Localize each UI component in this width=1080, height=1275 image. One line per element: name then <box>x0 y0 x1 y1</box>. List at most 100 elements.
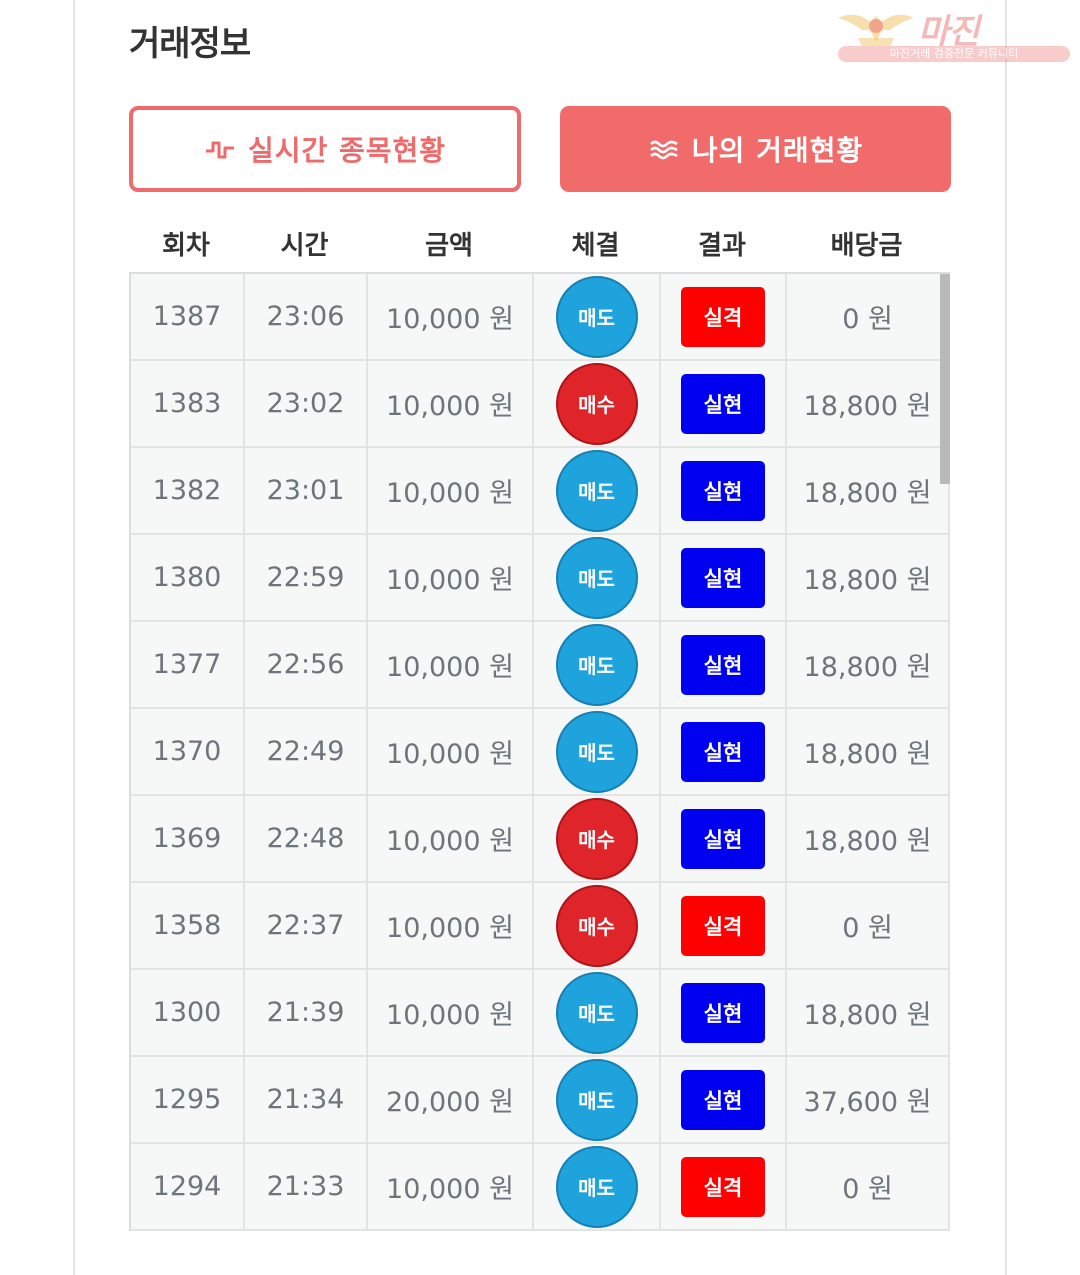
cell-time: 21:33 <box>245 1144 368 1231</box>
header-amount: 금액 <box>425 231 473 261</box>
cell-time: 21:39 <box>245 970 368 1057</box>
cell-payout: 18,800 원 <box>787 796 950 883</box>
table-header: 회차 시간 금액 체결 결과 배당금 <box>129 220 950 272</box>
pulse-icon <box>205 141 234 159</box>
table-row[interactable]: 1380 22:59 10,000 원 매도 실현 18,800 원 <box>131 535 950 622</box>
cell-round: 1294 <box>131 1144 245 1231</box>
cell-result: 실격 <box>661 1144 787 1231</box>
sell-badge: 매도 <box>555 449 638 532</box>
cell-payout: 18,800 원 <box>787 622 950 709</box>
cell-result: 실현 <box>661 709 787 796</box>
cell-round: 1295 <box>131 1057 245 1144</box>
cell-round: 1370 <box>131 709 245 796</box>
cell-round: 1380 <box>131 535 245 622</box>
table-row[interactable]: 1369 22:48 10,000 원 매수 실현 18,800 원 <box>131 796 950 883</box>
cell-result: 실현 <box>661 1057 787 1144</box>
result-failed-badge: 실격 <box>681 286 765 347</box>
cell-payout: 37,600 원 <box>787 1057 950 1144</box>
scrollbar-thumb[interactable] <box>940 274 950 484</box>
table-row[interactable]: 1382 23:01 10,000 원 매도 실현 18,800 원 <box>131 448 950 535</box>
section-title: 거래정보 <box>129 24 251 64</box>
cell-amount: 10,000 원 <box>368 1144 534 1231</box>
cell-round: 1383 <box>131 361 245 448</box>
cell-result: 실격 <box>661 274 787 361</box>
cell-time: 22:37 <box>245 883 368 970</box>
cell-result: 실현 <box>661 535 787 622</box>
cell-amount: 10,000 원 <box>368 796 534 883</box>
cell-execution: 매도 <box>534 709 661 796</box>
sell-badge: 매도 <box>555 710 638 793</box>
table-row[interactable]: 1295 21:34 20,000 원 매도 실현 37,600 원 <box>131 1057 950 1144</box>
cell-result: 실격 <box>661 883 787 970</box>
table-row[interactable]: 1370 22:49 10,000 원 매도 실현 18,800 원 <box>131 709 950 796</box>
cell-execution: 매도 <box>534 622 661 709</box>
result-realized-badge: 실현 <box>681 634 765 695</box>
frame-left-border <box>73 0 75 1275</box>
header-execution: 체결 <box>571 231 620 261</box>
table-row[interactable]: 1294 21:33 10,000 원 매도 실격 0 원 <box>131 1144 950 1231</box>
cell-execution: 매도 <box>534 448 661 535</box>
header-time: 시간 <box>280 231 329 261</box>
result-failed-badge: 실격 <box>681 895 765 956</box>
table-row[interactable]: 1377 22:56 10,000 원 매도 실현 18,800 원 <box>131 622 950 709</box>
cell-result: 실현 <box>661 361 787 448</box>
cell-payout: 18,800 원 <box>787 970 950 1057</box>
sell-badge: 매도 <box>555 275 638 358</box>
frame-right-border <box>1005 0 1007 1275</box>
waves-icon <box>649 140 678 160</box>
cell-result: 실현 <box>661 796 787 883</box>
buy-badge: 매수 <box>555 884 638 967</box>
header-result: 결과 <box>698 231 746 261</box>
table-row[interactable]: 1358 22:37 10,000 원 매수 실격 0 원 <box>131 883 950 970</box>
cell-round: 1382 <box>131 448 245 535</box>
cell-execution: 매도 <box>534 535 661 622</box>
cell-amount: 20,000 원 <box>368 1057 534 1144</box>
cell-amount: 10,000 원 <box>368 622 534 709</box>
sell-badge: 매도 <box>555 623 638 706</box>
result-realized-badge: 실현 <box>681 373 765 434</box>
result-realized-badge: 실현 <box>681 1069 765 1130</box>
cell-payout: 0 원 <box>787 1144 950 1231</box>
cell-time: 23:06 <box>245 274 368 361</box>
watermark-text: 마진 <box>918 12 980 52</box>
tab-live-status[interactable]: 실시간 종목현황 <box>129 106 521 192</box>
result-realized-badge: 실현 <box>681 721 765 782</box>
table-row[interactable]: 1383 23:02 10,000 원 매수 실현 18,800 원 <box>131 361 950 448</box>
table-row[interactable]: 1387 23:06 10,000 원 매도 실격 0 원 <box>131 274 950 361</box>
header-payout: 배당금 <box>830 231 903 261</box>
cell-round: 1369 <box>131 796 245 883</box>
cell-time: 23:02 <box>245 361 368 448</box>
sell-badge: 매도 <box>555 536 638 619</box>
cell-execution: 매수 <box>534 796 661 883</box>
cell-payout: 18,800 원 <box>787 535 950 622</box>
table-row[interactable]: 1300 21:39 10,000 원 매도 실현 18,800 원 <box>131 970 950 1057</box>
cell-payout: 0 원 <box>787 883 950 970</box>
watermark-logo: 마진 마진거래 검증전문 커뮤니티 <box>836 8 1072 64</box>
cell-execution: 매도 <box>534 1144 661 1231</box>
cell-amount: 10,000 원 <box>368 883 534 970</box>
cell-result: 실현 <box>661 970 787 1057</box>
cell-round: 1377 <box>131 622 245 709</box>
cell-execution: 매수 <box>534 883 661 970</box>
watermark-subtitle: 마진거래 검증전문 커뮤니티 <box>838 46 1070 62</box>
result-realized-badge: 실현 <box>681 547 765 608</box>
sell-badge: 매도 <box>555 1145 638 1228</box>
cell-round: 1300 <box>131 970 245 1057</box>
result-realized-badge: 실현 <box>681 808 765 869</box>
trade-table-body[interactable]: 1387 23:06 10,000 원 매도 실격 0 원 1383 23:02 10,000 … <box>129 272 950 1231</box>
cell-amount: 10,000 원 <box>368 274 534 361</box>
result-failed-badge: 실격 <box>681 1156 765 1217</box>
header-round: 회차 <box>162 231 210 261</box>
cell-round: 1358 <box>131 883 245 970</box>
tab-live-label: 실시간 종목현황 <box>247 134 447 167</box>
cell-amount: 10,000 원 <box>368 361 534 448</box>
tab-my-trades[interactable]: 나의 거래현황 <box>560 106 951 192</box>
result-realized-badge: 실현 <box>681 982 765 1043</box>
cell-time: 23:01 <box>245 448 368 535</box>
cell-amount: 10,000 원 <box>368 535 534 622</box>
cell-payout: 18,800 원 <box>787 361 950 448</box>
cell-amount: 10,000 원 <box>368 709 534 796</box>
cell-round: 1387 <box>131 274 245 361</box>
buy-badge: 매수 <box>555 362 638 445</box>
